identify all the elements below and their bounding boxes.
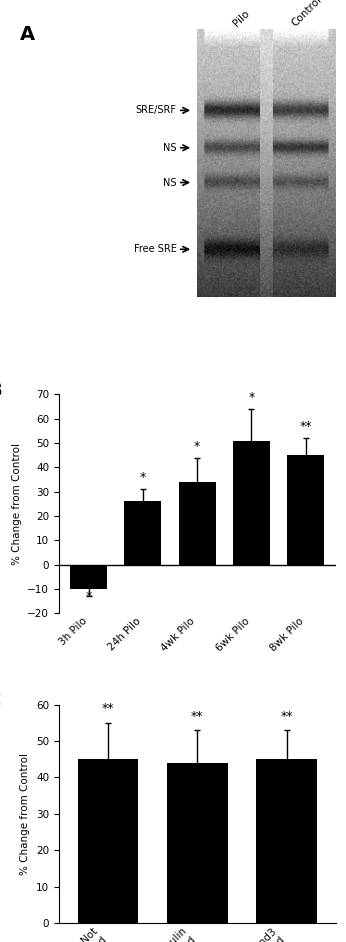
- Text: **: **: [280, 709, 293, 723]
- Text: A: A: [20, 24, 35, 43]
- Text: *: *: [248, 391, 255, 404]
- Text: *: *: [140, 471, 146, 484]
- Bar: [167, 763, 228, 923]
- Bar: [179, 482, 216, 564]
- Y-axis label: % Change from Control: % Change from Control: [12, 443, 22, 565]
- Text: Pilo: Pilo: [232, 8, 252, 29]
- Bar: [70, 564, 107, 589]
- Text: B: B: [0, 382, 2, 400]
- Text: C: C: [0, 691, 1, 710]
- Bar: [125, 501, 161, 564]
- Text: NS: NS: [163, 143, 176, 153]
- Bar: [287, 455, 324, 564]
- Text: *: *: [194, 440, 200, 453]
- Bar: [233, 441, 270, 564]
- Text: SRE/SRF: SRE/SRF: [136, 106, 176, 115]
- Text: Free SRE: Free SRE: [134, 244, 176, 254]
- Text: **: **: [102, 703, 114, 715]
- Bar: [78, 759, 138, 923]
- Text: **: **: [300, 420, 312, 433]
- Y-axis label: % Change from Control: % Change from Control: [20, 753, 30, 875]
- Text: Control: Control: [290, 0, 324, 29]
- Bar: [256, 759, 317, 923]
- Text: *: *: [85, 591, 92, 604]
- Text: NS: NS: [163, 177, 176, 187]
- Text: **: **: [191, 709, 203, 723]
